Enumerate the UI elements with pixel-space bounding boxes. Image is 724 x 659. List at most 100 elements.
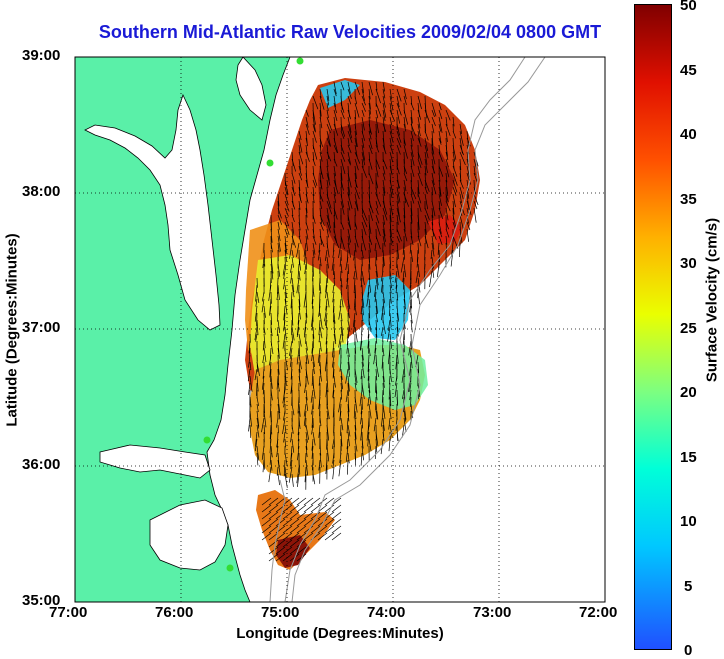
velocity-arrow bbox=[431, 221, 434, 237]
velocity-arrow bbox=[326, 403, 330, 420]
velocity-arrow bbox=[459, 123, 463, 135]
velocity-arrow bbox=[368, 88, 371, 100]
velocity-arrow bbox=[417, 151, 423, 165]
velocity-arrow bbox=[310, 511, 321, 520]
velocity-arrow bbox=[431, 235, 435, 250]
velocity-arrow bbox=[347, 228, 351, 243]
velocity-arrow bbox=[289, 525, 300, 534]
velocity-arrow bbox=[311, 368, 314, 386]
velocity-arrow bbox=[368, 319, 372, 332]
velocity-arrow bbox=[312, 249, 315, 258]
velocity-arrow bbox=[340, 326, 344, 343]
velocity-arrow bbox=[438, 221, 442, 234]
colorbar-tick: 30 bbox=[680, 255, 697, 272]
velocity-arrow bbox=[291, 424, 294, 434]
velocity-arrow bbox=[298, 298, 301, 310]
velocity-arrow bbox=[375, 319, 378, 331]
velocity-arrow bbox=[438, 228, 443, 238]
velocity-arrow bbox=[255, 298, 258, 307]
velocity-arrow bbox=[382, 319, 386, 335]
velocity-arrow bbox=[305, 221, 309, 231]
velocity-arrow bbox=[473, 165, 476, 176]
velocity-arrow bbox=[410, 109, 413, 124]
velocity-arrow bbox=[276, 326, 279, 337]
velocity-arrow bbox=[291, 221, 295, 236]
velocity-arrow bbox=[368, 200, 374, 214]
velocity-arrow bbox=[354, 193, 359, 210]
velocity-arrow bbox=[347, 172, 352, 188]
velocity-arrow bbox=[346, 333, 349, 346]
velocity-arrow bbox=[354, 452, 357, 466]
velocity-arrow bbox=[284, 326, 287, 341]
velocity-arrow bbox=[367, 368, 370, 381]
velocity-arrow bbox=[424, 109, 431, 123]
velocity-arrow bbox=[290, 270, 293, 284]
velocity-arrow bbox=[311, 459, 314, 471]
velocity-arrow bbox=[270, 326, 273, 337]
velocity-arrow bbox=[261, 532, 272, 541]
velocity-arrow bbox=[424, 214, 429, 225]
velocity-arrow bbox=[277, 403, 281, 420]
y-tick-label: 36:00 bbox=[22, 456, 61, 473]
velocity-arrow bbox=[256, 312, 258, 327]
velocity-arrow bbox=[255, 431, 258, 447]
velocity-arrow bbox=[368, 270, 371, 280]
velocity-arrow bbox=[263, 326, 266, 335]
velocity-arrow bbox=[269, 305, 272, 315]
velocity-arrow bbox=[396, 228, 402, 242]
velocity-arrow bbox=[311, 298, 314, 309]
velocity-arrow bbox=[326, 445, 330, 462]
velocity-arrow bbox=[312, 284, 315, 297]
velocity-arrow bbox=[333, 207, 338, 220]
velocity-arrow bbox=[459, 158, 462, 171]
velocity-arrow bbox=[333, 137, 339, 154]
velocity-arrow bbox=[431, 123, 435, 134]
velocity-arrow bbox=[283, 459, 286, 477]
velocity-arrow bbox=[331, 354, 335, 368]
velocity-arrow bbox=[382, 291, 385, 304]
velocity-arrow bbox=[319, 403, 321, 417]
velocity-arrow bbox=[332, 291, 335, 303]
velocity-arrow bbox=[305, 438, 308, 451]
velocity-arrow bbox=[410, 144, 414, 157]
velocity-arrow bbox=[277, 473, 280, 486]
velocity-arrow bbox=[296, 532, 307, 541]
velocity-arrow bbox=[395, 284, 398, 294]
velocity-arrow bbox=[417, 228, 420, 238]
velocity-arrow bbox=[361, 102, 366, 112]
colorbar-tick: 50 bbox=[680, 0, 697, 14]
velocity-arrow bbox=[325, 298, 328, 311]
velocity-arrow bbox=[326, 242, 330, 258]
velocity-arrow bbox=[382, 403, 386, 419]
velocity-arrow bbox=[382, 200, 388, 215]
velocity-arrow bbox=[298, 130, 302, 141]
velocity-arrow bbox=[368, 172, 374, 185]
velocity-arrow bbox=[332, 459, 335, 469]
velocity-arrow bbox=[282, 532, 293, 541]
velocity-arrow bbox=[256, 452, 259, 466]
velocity-arrow bbox=[424, 151, 428, 165]
velocity-arrow bbox=[275, 546, 286, 555]
velocity-arrow bbox=[347, 298, 351, 310]
velocity-arrow bbox=[333, 102, 337, 114]
velocity-arrow bbox=[284, 368, 287, 386]
velocity-arrow bbox=[310, 497, 321, 506]
velocity-arrow bbox=[389, 151, 394, 163]
velocity-arrow bbox=[262, 382, 265, 395]
velocity-arrow bbox=[417, 200, 422, 212]
velocity-arrow bbox=[382, 207, 388, 221]
velocity-arrow bbox=[318, 459, 321, 471]
velocity-arrow bbox=[438, 116, 443, 133]
velocity-arrow bbox=[296, 347, 300, 365]
radar-station bbox=[266, 159, 274, 167]
velocity-arrow bbox=[389, 165, 393, 176]
velocity-arrow bbox=[324, 312, 328, 326]
velocity-arrow bbox=[368, 256, 371, 270]
velocity-arrow bbox=[445, 200, 451, 212]
velocity-arrow bbox=[389, 410, 392, 420]
velocity-arrow bbox=[417, 130, 421, 144]
velocity-arrow bbox=[430, 249, 433, 260]
velocity-arrow bbox=[368, 298, 371, 308]
velocity-arrow bbox=[375, 277, 379, 290]
velocity-arrow bbox=[361, 298, 364, 316]
